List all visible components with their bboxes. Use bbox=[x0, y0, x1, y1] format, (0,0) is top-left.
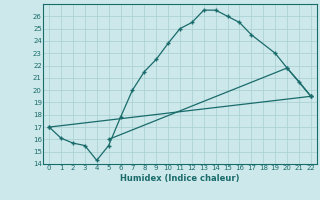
X-axis label: Humidex (Indice chaleur): Humidex (Indice chaleur) bbox=[120, 174, 240, 183]
